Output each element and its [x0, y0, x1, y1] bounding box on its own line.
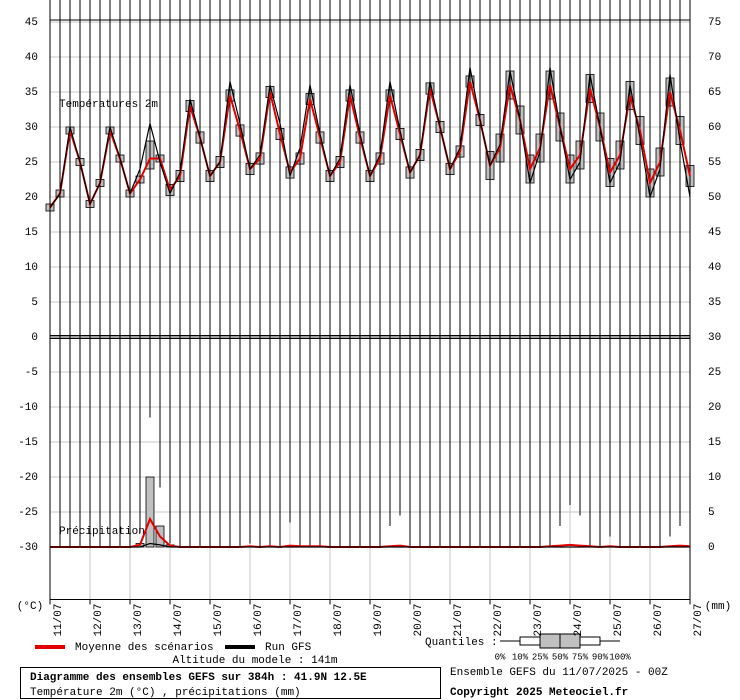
legend-label: Moyenne des scénarios — [75, 642, 214, 654]
y-tick-label: 0 — [31, 332, 38, 344]
copyright: Copyright 2025 Meteociel.fr — [450, 687, 628, 699]
temperature-line — [49, 67, 691, 208]
quantile-tick-label: 10% — [512, 652, 529, 662]
x-tick-label: 24/07 — [573, 604, 585, 637]
y2-tick-label: 60 — [708, 122, 721, 134]
legend-label: Run GFS — [265, 642, 312, 654]
quantile-box — [145, 476, 155, 548]
y2-tick-label: 40 — [708, 262, 721, 274]
quantile-tick-label: 50% — [552, 652, 569, 662]
x-tick-label: 25/07 — [613, 604, 625, 637]
y-tick-label: 45 — [25, 17, 38, 29]
x-tick-label: 19/07 — [373, 604, 385, 637]
y2-axis-label: (mm) — [705, 601, 731, 613]
y-tick-label: 30 — [25, 122, 38, 134]
x-tick-label: 16/07 — [253, 604, 265, 637]
model-altitude: Altitude du modele : 141m — [172, 655, 337, 667]
quantile-tick-label: 100% — [609, 652, 631, 662]
y-tick-label: 20 — [25, 192, 38, 204]
x-tick-label: 22/07 — [493, 604, 505, 637]
quantile-tick-label: 25% — [532, 652, 549, 662]
y2-tick-label: 65 — [708, 87, 721, 99]
y2-tick-label: 30 — [708, 332, 721, 344]
x-tick-label: 21/07 — [453, 604, 465, 637]
x-tick-label: 14/07 — [173, 604, 185, 637]
y2-tick-label: 70 — [708, 52, 721, 64]
x-tick-label: 23/07 — [533, 604, 545, 637]
run-info: Ensemble GEFS du 11/07/2025 - 00Z — [450, 667, 668, 679]
y-tick-label: -10 — [18, 402, 38, 414]
y-tick-label: 40 — [25, 52, 38, 64]
y-tick-label: -25 — [18, 507, 38, 519]
y2-tick-label: 25 — [708, 367, 721, 379]
y2-tick-label: 15 — [708, 437, 721, 449]
y-tick-label: 10 — [25, 262, 38, 274]
footer-subtitle: Température 2m (°C) , précipitations (mm… — [30, 687, 301, 699]
y2-tick-label: 50 — [708, 192, 721, 204]
y2-tick-label: 55 — [708, 157, 721, 169]
quantile-tick-label: 0% — [495, 652, 506, 662]
y-axis-label: (°C) — [17, 601, 43, 613]
x-tick-label: 20/07 — [413, 604, 425, 637]
y-tick-label: 15 — [25, 227, 38, 239]
x-tick-label: 15/07 — [213, 604, 225, 637]
x-tick-label: 18/07 — [333, 604, 345, 637]
y2-tick-label: 10 — [708, 472, 721, 484]
x-tick-label: 11/07 — [53, 604, 65, 637]
footer-title: Diagramme des ensembles GEFS sur 384h : … — [30, 672, 367, 684]
x-tick-label: 27/07 — [693, 604, 705, 637]
quantile-tick-label: 75% — [572, 652, 589, 662]
y-tick-label: -15 — [18, 437, 38, 449]
y2-tick-label: 0 — [708, 542, 715, 554]
x-tick-label: 17/07 — [293, 604, 305, 637]
quantile-glyph — [500, 633, 620, 649]
y-tick-label: -20 — [18, 472, 38, 484]
y-tick-label: 25 — [25, 157, 38, 169]
footer-box — [20, 667, 441, 699]
y-tick-label: -30 — [18, 542, 38, 554]
y2-tick-label: 35 — [708, 297, 721, 309]
y-tick-label: 5 — [31, 297, 38, 309]
y2-tick-label: 45 — [708, 227, 721, 239]
quantile-tick-label: 90% — [592, 652, 609, 662]
x-tick-label: 13/07 — [133, 604, 145, 637]
y2-tick-label: 20 — [708, 402, 721, 414]
x-tick-label: 12/07 — [93, 604, 105, 637]
y-tick-label: 35 — [25, 87, 38, 99]
annotation: Températures 2m — [59, 99, 158, 111]
quantiles-label: Quantiles : — [425, 637, 498, 649]
y2-tick-label: 5 — [708, 507, 715, 519]
x-tick-label: 26/07 — [653, 604, 665, 637]
precipitation-line — [50, 542, 690, 548]
annotation: Précipitations — [59, 526, 151, 538]
y-tick-label: -5 — [25, 367, 38, 379]
y2-tick-label: 75 — [708, 17, 721, 29]
